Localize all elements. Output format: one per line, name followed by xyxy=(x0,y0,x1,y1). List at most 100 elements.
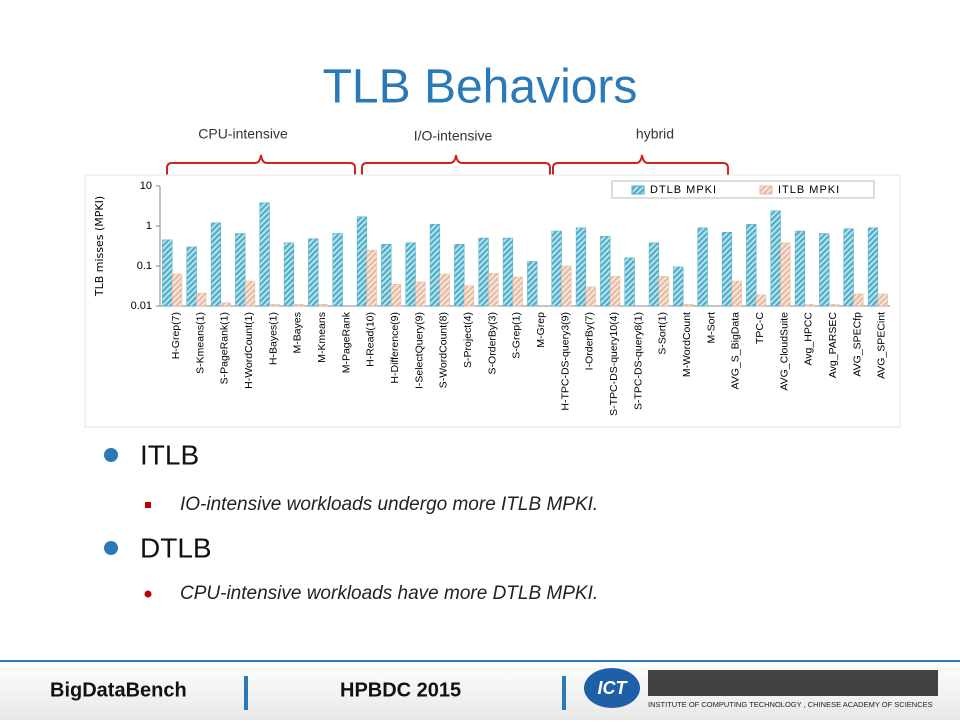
bar xyxy=(853,293,864,307)
bar xyxy=(819,233,830,307)
bar xyxy=(415,281,426,307)
x-tick-label: M-Grep xyxy=(535,312,547,348)
bar xyxy=(527,261,538,307)
sub-bullet-text: IO-intensive workloads undergo more ITLB… xyxy=(180,494,598,515)
logo xyxy=(584,668,640,708)
x-tick-label: Avg_HPCC xyxy=(803,312,815,366)
legend-label: ITLB MPKI xyxy=(778,184,840,196)
sub-bullet xyxy=(144,590,152,598)
x-tick-label: S-OrderBy(3) xyxy=(486,312,498,374)
bar xyxy=(682,304,694,307)
footer-left: BigDataBench xyxy=(50,679,187,701)
x-tick-label: S-TPC-DS-query10(4) xyxy=(608,312,620,416)
bar xyxy=(794,230,806,307)
annotation: I/O-intensive xyxy=(414,128,493,144)
legend-swatch xyxy=(631,185,645,195)
x-tick-label: M-Sort xyxy=(705,312,717,344)
logo-text: INSTITUTE OF COMPUTING TECHNOLOGY , CHIN… xyxy=(648,700,933,709)
bar xyxy=(283,242,295,307)
bar xyxy=(332,233,343,307)
bar xyxy=(512,276,523,307)
bar xyxy=(648,242,660,307)
x-tick-label: S-Project(4) xyxy=(462,312,474,368)
bar xyxy=(171,273,183,307)
bar xyxy=(755,294,767,307)
x-tick-label: I-SelectQuery(9) xyxy=(413,312,425,389)
bar xyxy=(551,230,562,307)
bar xyxy=(561,265,572,307)
logo-mark: ICT xyxy=(598,678,629,698)
x-tick-label: M-Kmeans xyxy=(316,312,328,363)
bar xyxy=(488,272,499,307)
x-tick-label: AVG_CloudSuite xyxy=(778,312,790,391)
y-tick-label: 10 xyxy=(140,180,152,192)
x-tick-label: M-PageRank xyxy=(340,311,352,373)
x-tick-label: S-Grep(1) xyxy=(511,312,523,359)
annotation: CPU-intensive xyxy=(198,126,288,142)
bar xyxy=(804,304,815,307)
legend-swatch xyxy=(759,185,773,195)
bar xyxy=(585,286,596,307)
bar xyxy=(877,293,888,307)
bar xyxy=(828,304,840,307)
x-tick-label: H-Bayes(1) xyxy=(267,312,279,365)
x-tick-label: M-Bayes xyxy=(292,312,304,353)
legend-label: DTLB MPKI xyxy=(650,184,717,196)
bar xyxy=(697,227,708,307)
bar xyxy=(770,210,781,307)
x-tick-label: S-WordCount(8) xyxy=(438,312,450,388)
bar xyxy=(463,285,475,307)
x-tick-label: AVG_S_BigData xyxy=(730,312,742,390)
x-tick-label: Avg_PARSEC xyxy=(827,312,839,379)
bullet-text: ITLB xyxy=(140,439,199,470)
braces xyxy=(166,154,729,178)
footer-divider xyxy=(562,676,566,710)
x-tick-label: AVG_SPECfp xyxy=(851,312,863,377)
bullet xyxy=(104,448,118,462)
bar xyxy=(196,292,207,307)
bar xyxy=(478,237,489,307)
bullet xyxy=(104,541,118,555)
bar xyxy=(502,237,514,307)
x-tick-label: I-OrderBy(7) xyxy=(584,312,596,370)
x-tick-label: M-WordCount xyxy=(681,312,693,377)
bar xyxy=(600,236,611,307)
bar xyxy=(658,276,669,307)
bar xyxy=(220,302,231,307)
x-tick-label: TPC-C xyxy=(754,312,766,344)
chart: 0.01 0.1 1 10 H-Grep(7) S-Kmeans(1) S-PageRank… xyxy=(131,180,890,416)
bar xyxy=(210,222,222,307)
x-tick-label: S-Kmeans(1) xyxy=(194,312,206,374)
footer-divider xyxy=(244,676,248,710)
bar xyxy=(244,280,256,307)
bar xyxy=(390,283,402,307)
x-tick-label: S-TPC-DS-query8(1) xyxy=(632,312,644,410)
x-tick-label: H-WordCount(1) xyxy=(243,312,255,389)
bar xyxy=(624,257,635,307)
x-tick-label: H-Read(10) xyxy=(365,312,377,367)
bar xyxy=(317,304,329,307)
slide-title: TLB Behaviors xyxy=(323,61,638,114)
y-tick-label: 0.01 xyxy=(131,300,152,312)
bar xyxy=(429,224,441,307)
x-tick-label: H-Grep(7) xyxy=(170,312,182,359)
bar xyxy=(356,216,368,307)
y-tick-label: 0.1 xyxy=(137,260,152,272)
x-tick-label: S-Sort(1) xyxy=(657,312,669,355)
bar xyxy=(780,242,791,307)
bar xyxy=(575,227,587,307)
sub-bullet-text: CPU-intensive workloads have more DTLB M… xyxy=(180,583,598,604)
bar xyxy=(269,304,280,307)
bar xyxy=(867,227,879,307)
legend-box xyxy=(611,180,875,199)
bar xyxy=(721,231,733,307)
bar xyxy=(293,304,304,307)
bar xyxy=(381,243,392,307)
x-tick-label: H-TPC-DS-query3(9) xyxy=(559,312,571,411)
bar xyxy=(235,233,246,307)
bar xyxy=(308,238,319,307)
logo-banner xyxy=(648,670,938,696)
bar xyxy=(405,242,416,307)
